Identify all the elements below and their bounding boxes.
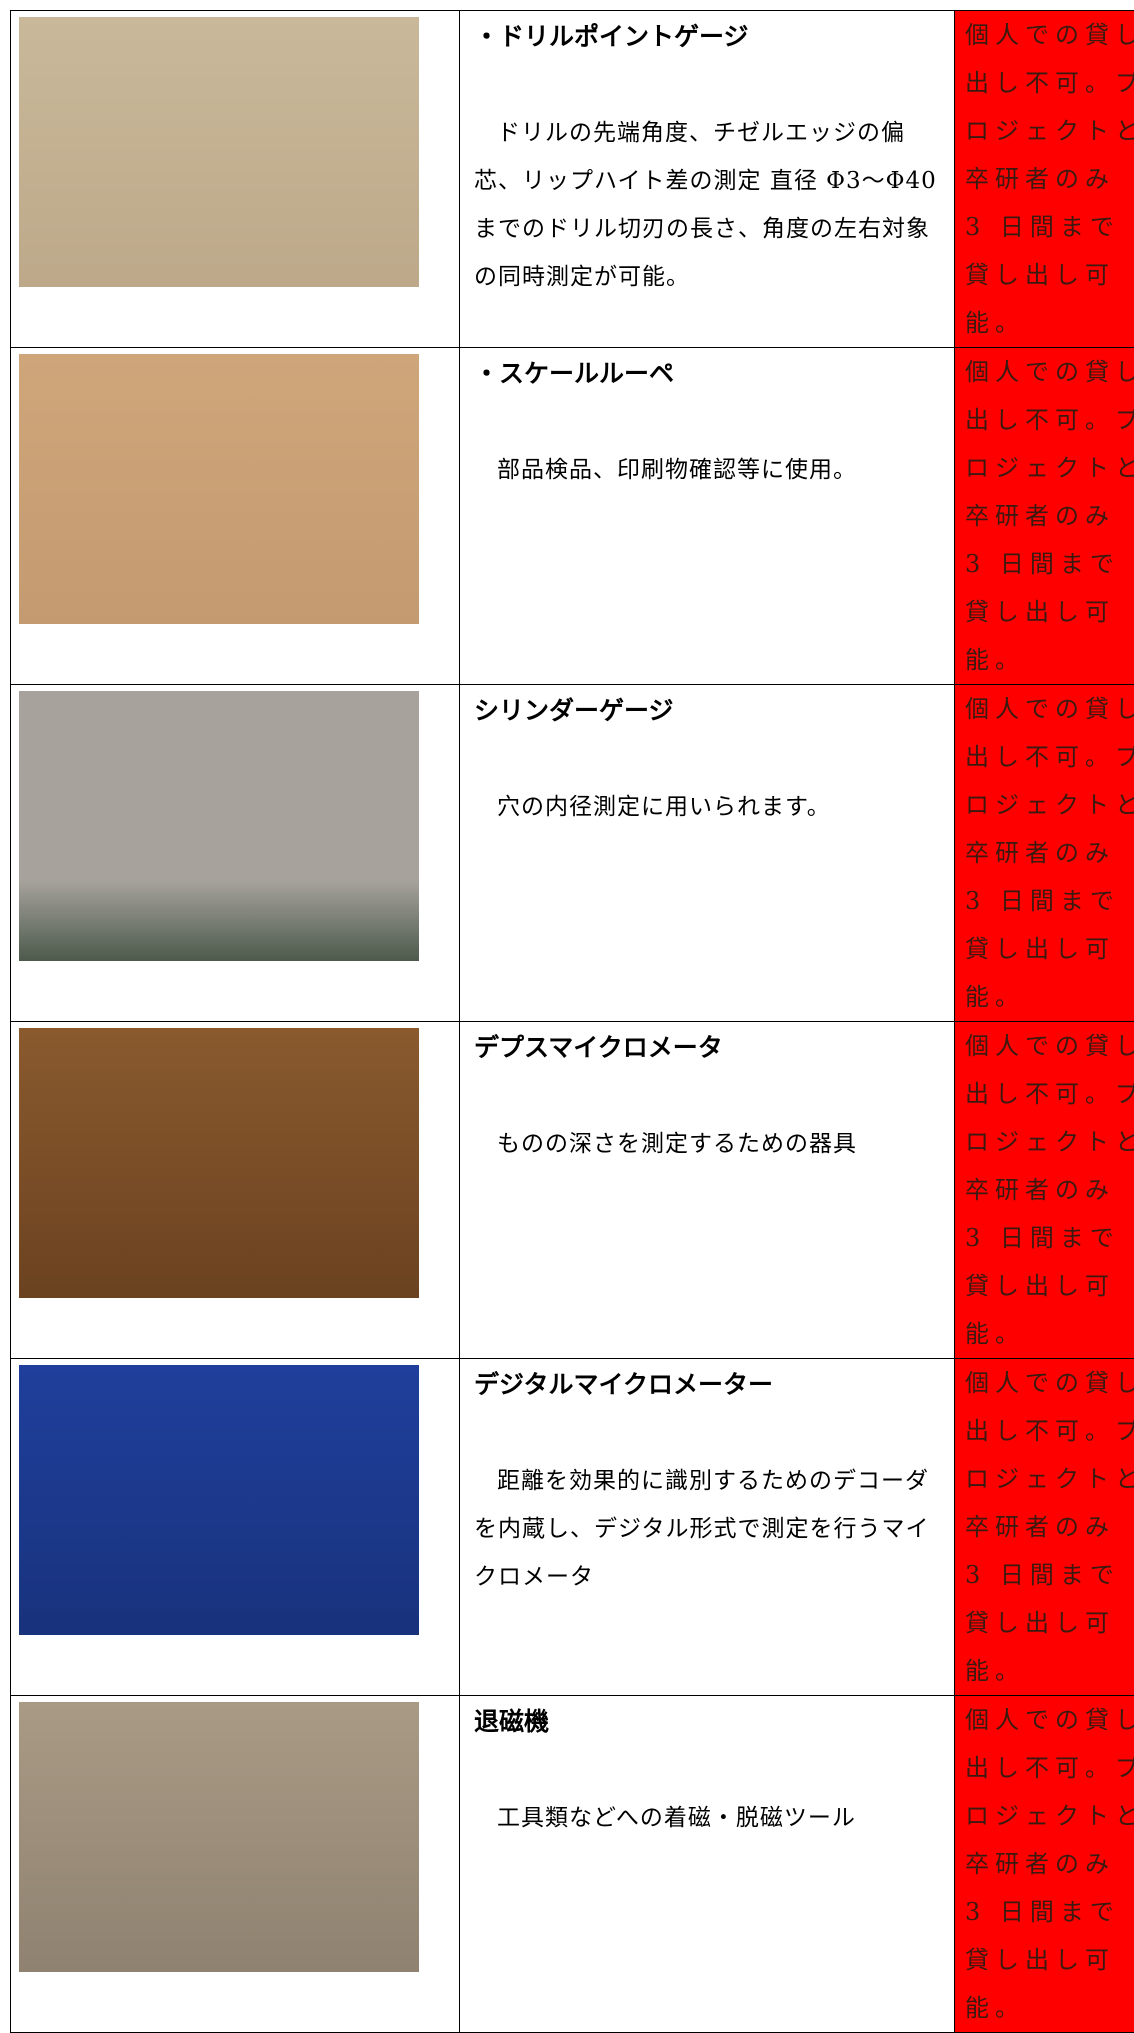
item-description: 距離を効果的に識別するためのデコーダを内蔵し、デジタル形式で測定を行うマイクロメ… <box>474 1457 946 1601</box>
photo <box>19 1028 419 1298</box>
item-description: ドリルの先端角度、チゼルエッジの偏芯、リップハイト差の測定 直径 Φ3～Φ40 … <box>474 109 946 301</box>
loan-note: 個人での貸し出し不可。プロジェクトと卒研者のみ 3 日間まで貸し出し可能。 <box>955 348 1134 685</box>
photo <box>19 17 419 287</box>
table-row: ・スケールルーペ部品検品、印刷物確認等に使用。個人での貸し出し不可。プロジェクト… <box>11 348 1134 685</box>
table-row: デジタルマイクロメーター距離を効果的に識別するためのデコーダを内蔵し、デジタル形… <box>11 1359 1134 1696</box>
image-cell <box>11 1022 460 1359</box>
loan-note: 個人での貸し出し不可。プロジェクトと卒研者のみ 3 日間まで貸し出し可能。 <box>955 685 1134 1022</box>
image-cell <box>11 1359 460 1696</box>
item-title: ・ドリルポイントゲージ <box>474 13 946 61</box>
table-row: 退磁機工具類などへの着磁・脱磁ツール個人での貸し出し不可。プロジェクトと卒研者の… <box>11 1696 1134 2033</box>
item-title: シリンダーゲージ <box>474 687 946 735</box>
item-description: 穴の内径測定に用いられます。 <box>474 783 946 831</box>
item-description: ものの深さを測定するための器具 <box>474 1120 946 1168</box>
photo <box>19 1365 419 1635</box>
description-cell: ・スケールルーペ部品検品、印刷物確認等に使用。 <box>460 348 955 685</box>
equipment-table: ・ドリルポイントゲージドリルの先端角度、チゼルエッジの偏芯、リップハイト差の測定… <box>10 10 1134 2033</box>
loan-note: 個人での貸し出し不可。プロジェクトと卒研者のみ 3 日間まで貸し出し可能。 <box>955 11 1134 348</box>
loan-note: 個人での貸し出し不可。プロジェクトと卒研者のみ 3 日間まで貸し出し可能。 <box>955 1696 1134 2033</box>
image-cell <box>11 685 460 1022</box>
description-cell: デプスマイクロメータものの深さを測定するための器具 <box>460 1022 955 1359</box>
photo <box>19 354 419 624</box>
item-title: デプスマイクロメータ <box>474 1024 946 1072</box>
photo <box>19 691 419 961</box>
photo <box>19 1702 419 1972</box>
page: ・ドリルポイントゲージドリルの先端角度、チゼルエッジの偏芯、リップハイト差の測定… <box>0 0 1134 1749</box>
table-row: デプスマイクロメータものの深さを測定するための器具個人での貸し出し不可。プロジェ… <box>11 1022 1134 1359</box>
item-title: 退磁機 <box>474 1698 946 1746</box>
item-title: ・スケールルーペ <box>474 350 946 398</box>
description-cell: デジタルマイクロメーター距離を効果的に識別するためのデコーダを内蔵し、デジタル形… <box>460 1359 955 1696</box>
item-description: 工具類などへの着磁・脱磁ツール <box>474 1794 946 1842</box>
description-cell: ・ドリルポイントゲージドリルの先端角度、チゼルエッジの偏芯、リップハイト差の測定… <box>460 11 955 348</box>
table-row: ・ドリルポイントゲージドリルの先端角度、チゼルエッジの偏芯、リップハイト差の測定… <box>11 11 1134 348</box>
description-cell: 退磁機工具類などへの着磁・脱磁ツール <box>460 1696 955 2033</box>
item-description: 部品検品、印刷物確認等に使用。 <box>474 446 946 494</box>
description-cell: シリンダーゲージ穴の内径測定に用いられます。 <box>460 685 955 1022</box>
image-cell <box>11 348 460 685</box>
loan-note: 個人での貸し出し不可。プロジェクトと卒研者のみ 3 日間まで貸し出し可能。 <box>955 1359 1134 1696</box>
image-cell <box>11 11 460 348</box>
table-row: シリンダーゲージ穴の内径測定に用いられます。個人での貸し出し不可。プロジェクトと… <box>11 685 1134 1022</box>
loan-note: 個人での貸し出し不可。プロジェクトと卒研者のみ 3 日間まで貸し出し可能。 <box>955 1022 1134 1359</box>
image-cell <box>11 1696 460 2033</box>
item-title: デジタルマイクロメーター <box>474 1361 946 1409</box>
